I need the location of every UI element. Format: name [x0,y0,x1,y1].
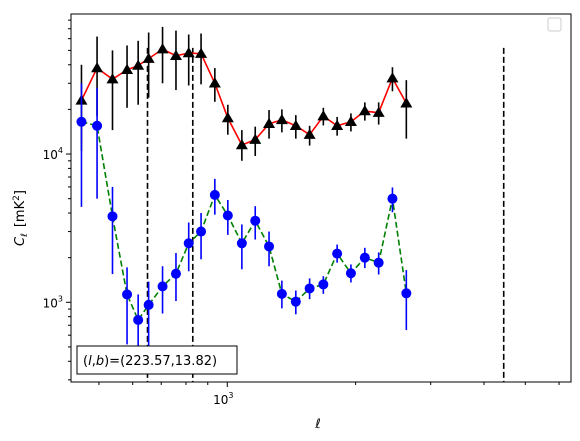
series-2-point [304,283,315,294]
x-axis-label: ℓ [314,417,320,432]
series-1-point [275,113,288,125]
y-tick-label-exponent: 3 [58,294,63,303]
series-1-point [289,119,302,131]
series-1-point [208,77,221,88]
y-axis-label-symbol: C [13,236,28,246]
annotation-values: )=(223.57,13.82) [104,354,217,369]
annotation-var-b: b [96,354,104,369]
series-2-point [236,238,247,249]
series-1-point [195,47,208,58]
series-2-point [209,189,220,200]
series-2 [76,83,412,374]
series-2-point [276,288,287,299]
series-2-point [170,268,181,279]
series-2-line [81,121,408,322]
legend-box [547,17,562,32]
series-2-point [345,268,356,279]
series-2-point [92,120,103,131]
y-axis-label-unit-sup: 2 [12,195,22,201]
series-1-point [249,133,262,144]
plot-area [75,26,505,382]
series-1-point [106,73,119,84]
annotation-var-l: l [88,354,92,369]
series-2-point [143,299,154,310]
series-2-point [222,210,233,221]
series-1-point [331,119,344,131]
annotation-comma: , [92,354,96,369]
series-1-point [132,59,145,70]
y-tick-label: 103 [43,294,63,310]
series-2-point [250,215,261,226]
x-tick-label: 103 [213,391,233,407]
series-1-point [386,72,399,83]
y-tick-label-base: 10 [43,148,58,162]
series-2-point [264,241,275,252]
series-2-point [373,257,384,268]
series-2-point [183,238,194,249]
series-1-point [400,97,413,108]
series-2-point [401,288,412,299]
series-1-point [221,111,234,123]
x-tick-label-exponent: 3 [228,391,233,400]
series-2-point [387,193,398,204]
x-tick-label-base: 10 [213,393,228,407]
series-1-point [169,49,182,60]
series-1-point [358,105,371,116]
series-2-point [318,279,329,290]
y-axis-label-unit-end: ] [13,190,28,195]
series-2-point [157,281,168,292]
series-1-point [121,63,134,74]
series-1-point [263,117,276,128]
y-tick-label: 104 [43,146,63,162]
series-1-point [317,110,330,121]
annotation-prefix: ( [83,354,88,369]
series-2-point [332,248,343,259]
series-1-point [91,62,104,73]
annotation-box: (l,b)=(223.57,13.82) [76,345,238,375]
series-1-point [182,47,195,58]
series-1-point [156,43,169,54]
series-1 [75,26,413,161]
y-tick-label-base: 10 [43,296,58,310]
series-1-line [80,48,408,147]
series-layer [75,26,413,374]
series-2-point [290,296,301,307]
y-axis-label-subscript: ℓ [20,233,30,238]
series-2-point [196,226,207,237]
series-1-point [235,139,248,150]
vertical-lines [146,47,505,382]
series-2-point [359,252,370,263]
y-tick-label-exponent: 4 [58,146,63,155]
series-2-point [133,314,144,325]
series-1-point [303,128,316,139]
y-axis-label-unit: [mK [13,200,28,227]
series-2-point [76,116,87,127]
series-2-point [107,211,118,222]
series-1-point [344,115,357,126]
series-1-point [142,52,155,63]
series-1-point [372,106,385,117]
series-2-point [122,289,133,300]
y-axis-label: Cℓ [mK2] [12,190,30,246]
annotation-text: (l,b)=(223.57,13.82) [83,354,217,369]
plot-frame [70,13,572,383]
annotation-frame [76,345,238,375]
